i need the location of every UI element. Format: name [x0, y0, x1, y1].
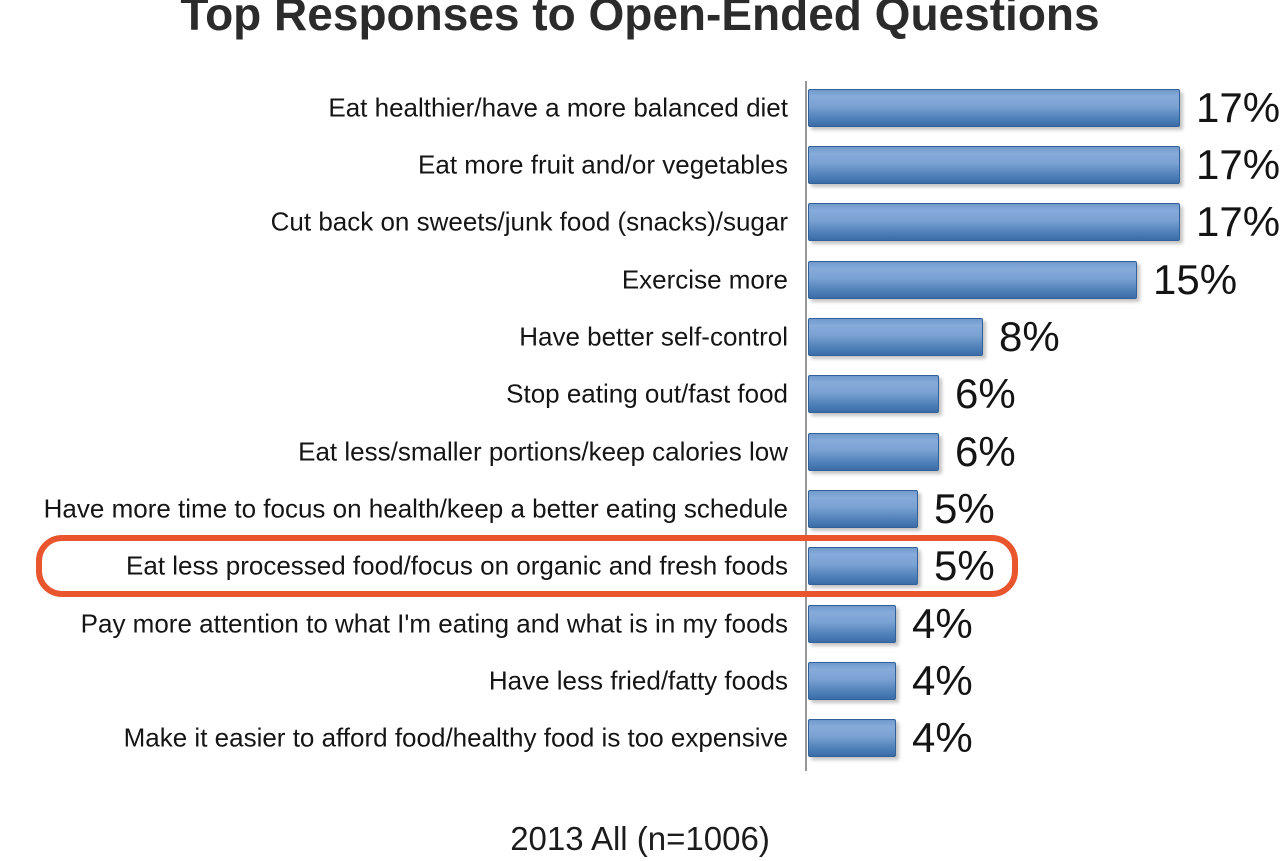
- category-label: Stop eating out/fast food: [506, 378, 788, 409]
- bar: [808, 375, 939, 414]
- category-label: Eat less/smaller portions/keep calories …: [298, 436, 788, 467]
- value-label: 5%: [934, 485, 995, 533]
- bar-row: Eat healthier/have a more balanced diet 1…: [0, 79, 1280, 136]
- bar-row: Cut back on sweets/junk food (snacks)/su…: [0, 194, 1280, 251]
- bar: [808, 604, 896, 643]
- bar-row: Have less fried/fatty foods 4%: [0, 652, 1280, 709]
- value-label: 6%: [955, 370, 1016, 418]
- value-label: 15%: [1153, 255, 1238, 303]
- chart-title: Top Responses to Open-Ended Questions: [180, 0, 1100, 40]
- y-axis-line: [805, 81, 807, 771]
- value-label: 17%: [1196, 83, 1280, 131]
- bar-rows: Eat healthier/have a more balanced diet 1…: [0, 79, 1280, 767]
- category-label: Make it easier to afford food/healthy fo…: [123, 722, 788, 753]
- bar-row: Pay more attention to what I'm eating an…: [0, 595, 1280, 652]
- bar: [808, 719, 896, 758]
- value-label: 17%: [1196, 198, 1280, 246]
- category-label: Eat healthier/have a more balanced diet: [328, 92, 788, 123]
- bar-row: Stop eating out/fast food 6%: [0, 366, 1280, 423]
- value-label: 6%: [955, 427, 1016, 475]
- bar: [808, 662, 896, 701]
- category-label: Pay more attention to what I'm eating an…: [80, 608, 788, 639]
- bar: [808, 432, 939, 471]
- bar: [808, 88, 1180, 127]
- value-label: 4%: [912, 599, 973, 647]
- bar-row: Eat more fruit and/or vegetables 17%: [0, 136, 1280, 193]
- value-label: 17%: [1196, 141, 1280, 189]
- bar: [808, 146, 1180, 185]
- sample-note: 2013 All (n=1006): [510, 820, 770, 857]
- bar-row: Make it easier to afford food/healthy fo…: [0, 710, 1280, 767]
- category-label: Have better self-control: [519, 321, 788, 352]
- bar-row: Eat less/smaller portions/keep calories …: [0, 423, 1280, 480]
- category-label: Exercise more: [621, 264, 788, 295]
- bar: [808, 547, 918, 586]
- category-label: Eat less processed food/focus on organic…: [126, 550, 788, 581]
- bar-row: Exercise more 15%: [0, 251, 1280, 308]
- bar-row: Eat less processed food/focus on organic…: [0, 535, 1280, 598]
- bar: [808, 260, 1137, 299]
- category-label: Have more time to focus on health/keep a…: [43, 493, 788, 524]
- bar-row: Have better self-control 8%: [0, 308, 1280, 365]
- bar: [808, 203, 1180, 242]
- value-label: 4%: [912, 657, 973, 705]
- category-label: Have less fried/fatty foods: [488, 665, 788, 696]
- bar: [808, 318, 983, 357]
- category-label: Eat more fruit and/or vegetables: [418, 149, 788, 180]
- value-label: 4%: [912, 714, 973, 762]
- category-label: Cut back on sweets/junk food (snacks)/su…: [270, 206, 788, 237]
- bar-row: Have more time to focus on health/keep a…: [0, 480, 1280, 537]
- value-label: 5%: [934, 542, 995, 590]
- value-label: 8%: [999, 313, 1060, 361]
- bar: [808, 490, 918, 529]
